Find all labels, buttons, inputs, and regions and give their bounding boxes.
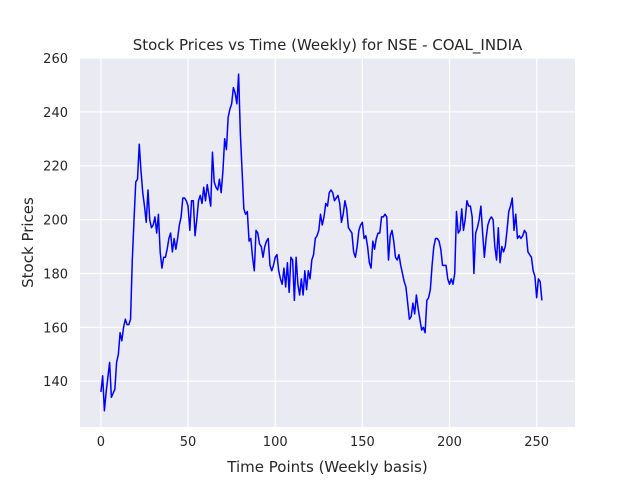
x-tick-label: 0 — [97, 435, 105, 450]
y-tick-label: 220 — [43, 160, 68, 175]
stock-price-line — [100, 73, 543, 412]
x-tick-label: 100 — [263, 435, 288, 450]
chart-title: Stock Prices vs Time (Weekly) for NSE - … — [133, 36, 523, 55]
x-tick-label: 50 — [180, 435, 197, 450]
x-gridlines — [100, 58, 538, 427]
y-tick-label: 240 — [43, 106, 68, 121]
x-tick-label: 200 — [437, 435, 462, 450]
y-tick-labels: 140 160 180 200 220 240 260 — [43, 52, 68, 390]
y-axis-label: Stock Prices — [19, 197, 37, 288]
x-tick-label: 250 — [524, 435, 549, 450]
y-tick-label: 140 — [43, 375, 68, 390]
y-tick-label: 260 — [43, 52, 68, 67]
plot-background — [80, 58, 575, 427]
x-tick-labels: 0 50 100 150 200 250 — [97, 435, 549, 450]
y-tick-label: 180 — [43, 267, 68, 282]
y-tick-label: 160 — [43, 321, 68, 336]
x-axis-label: Time Points (Weekly basis) — [226, 458, 427, 476]
x-tick-label: 150 — [350, 435, 375, 450]
y-tick-label: 200 — [43, 214, 68, 229]
